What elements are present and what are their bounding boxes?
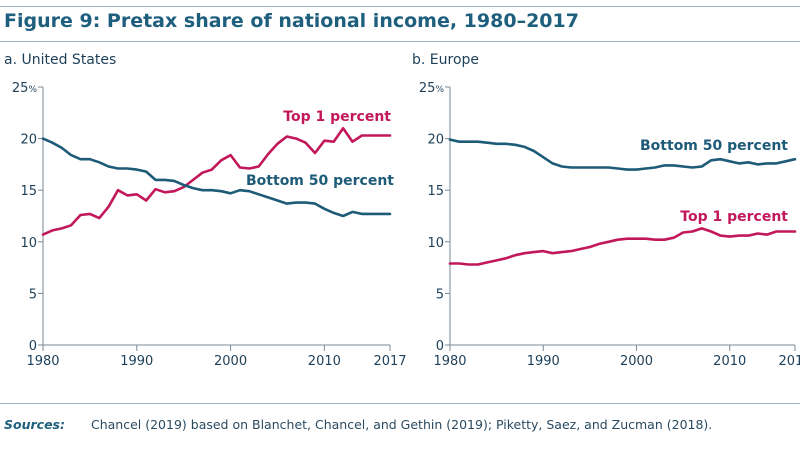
x-tick-label-us: 1990 — [120, 354, 153, 369]
x-tick-label-us: 2010 — [308, 354, 341, 369]
y-tick-label-europe: 25% — [419, 81, 445, 96]
y-tick-label-europe: 15 — [427, 184, 444, 199]
panel-title-us: a. United States — [4, 52, 117, 68]
y-tick-label-us: 5 — [29, 287, 37, 302]
y-tick-label-us: 20 — [20, 133, 37, 148]
sources-text: Chancel (2019) based on Blanchet, Chance… — [90, 417, 713, 432]
x-tick-label-europe: 1990 — [527, 354, 560, 369]
series-label-top-1-percent-us: Top 1 percent — [283, 109, 391, 125]
sources-note: Sources: Chancel (2019) based on Blanchet… — [4, 417, 712, 432]
y-tick-label-europe: 10 — [427, 236, 444, 251]
title-rule — [0, 41, 800, 42]
y-tick-label-europe: 5 — [436, 287, 444, 302]
series-line-bottom-50-percent-us — [41, 137, 392, 218]
y-tick-label-us: 0 — [29, 339, 37, 354]
y-tick-label-us: 25% — [12, 81, 38, 96]
x-tick-label-us: 1980 — [26, 354, 59, 369]
panel-title-europe: b. Europe — [412, 52, 480, 68]
y-tick-label-europe: 20 — [427, 133, 444, 148]
x-tick-label-europe: 2017 — [778, 354, 800, 369]
series-line-bottom-50-percent-europe — [448, 138, 797, 171]
x-tick-label-us: 2000 — [214, 354, 247, 369]
series-label-bottom-50-percent-us: Bottom 50 percent — [246, 173, 394, 189]
x-tick-label-europe: 2000 — [620, 354, 653, 369]
series-label-bottom-50-percent-europe: Bottom 50 percent — [640, 138, 788, 154]
series-line-top-1-percent-europe — [448, 227, 797, 266]
series-line-top-1-percent-us — [41, 127, 392, 236]
y-tick-label-europe: 0 — [436, 339, 444, 354]
sources-rule — [0, 403, 800, 404]
sources-label: Sources: — [4, 417, 65, 432]
x-tick-label-europe: 2010 — [713, 354, 746, 369]
x-tick-label-europe: 1980 — [433, 354, 466, 369]
y-tick-label-us: 10 — [20, 236, 37, 251]
x-tick-label-us: 2017 — [373, 354, 406, 369]
y-tick-label-us: 15 — [20, 184, 37, 199]
top-rule — [0, 6, 800, 7]
figure-title: Figure 9: Pretax share of national incom… — [4, 10, 579, 32]
series-label-top-1-percent-europe: Top 1 percent — [680, 209, 788, 225]
